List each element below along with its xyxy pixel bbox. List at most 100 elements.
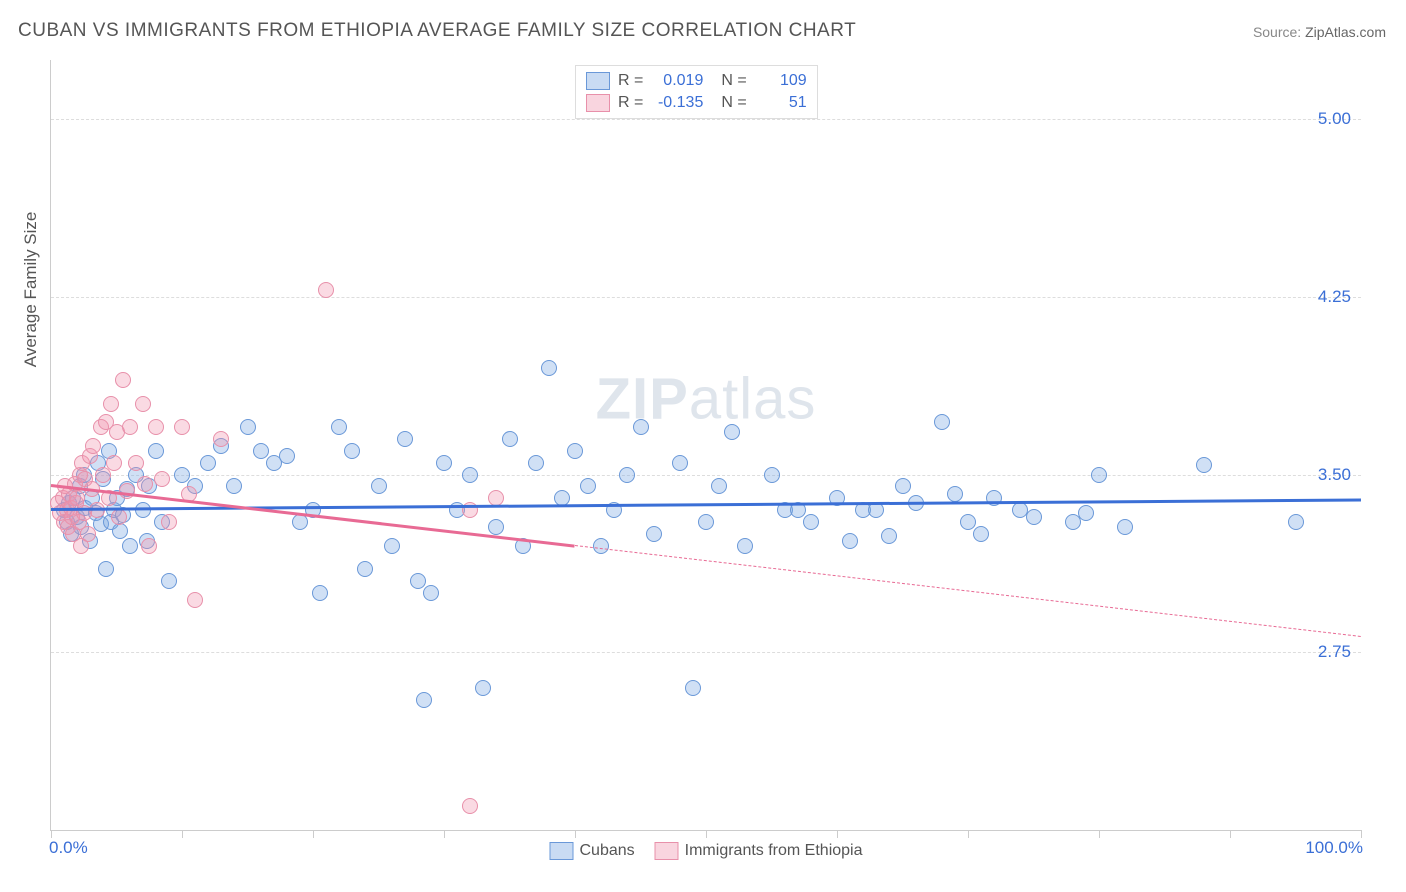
data-point [672,455,688,471]
data-point [174,467,190,483]
data-point [803,514,819,530]
data-point [1288,514,1304,530]
data-point [698,514,714,530]
data-point [410,573,426,589]
data-point [122,538,138,554]
data-point [1196,457,1212,473]
data-point [292,514,308,530]
x-axis-max-label: 100.0% [1305,838,1363,858]
data-point [384,538,400,554]
data-point [331,419,347,435]
legend-swatch [586,72,610,90]
x-axis-min-label: 0.0% [49,838,88,858]
data-point [436,455,452,471]
x-tick [313,830,314,838]
legend-row: R = -0.135 N = 51 [586,92,807,114]
data-point [619,467,635,483]
data-point [947,486,963,502]
data-point [106,455,122,471]
data-point [240,419,256,435]
data-point [593,538,609,554]
data-point [724,424,740,440]
gridline [51,119,1361,120]
data-point [764,467,780,483]
r-value: -0.135 [651,94,703,112]
data-point [371,478,387,494]
series-legend: CubansImmigrants from Ethiopia [550,842,863,860]
y-tick-label: 2.75 [1318,642,1351,662]
x-tick [51,830,52,838]
data-point [148,419,164,435]
data-point [312,585,328,601]
data-point [541,360,557,376]
data-point [148,443,164,459]
data-point [567,443,583,459]
legend-swatch [586,94,610,112]
n-value: 109 [755,72,807,90]
data-point [685,680,701,696]
x-tick [706,830,707,838]
data-point [174,419,190,435]
data-point [633,419,649,435]
data-point [187,592,203,608]
gridline [51,297,1361,298]
trend-line [575,545,1361,637]
plot-area: Average Family Size ZIPatlas R =0.019N =… [50,60,1361,831]
data-point [161,514,177,530]
data-point [1117,519,1133,535]
x-tick [575,830,576,838]
data-point [111,509,127,525]
data-point [357,561,373,577]
gridline [51,652,1361,653]
data-point [462,467,478,483]
legend-swatch [655,842,679,860]
x-tick [968,830,969,838]
correlation-legend: R =0.019N =109R =-0.135N =51 [575,65,818,119]
y-tick-label: 4.25 [1318,287,1351,307]
r-label: R = [618,94,643,112]
data-point [318,282,334,298]
data-point [842,533,858,549]
data-point [528,455,544,471]
data-point [934,414,950,430]
data-point [200,455,216,471]
data-point [80,526,96,542]
data-point [475,680,491,696]
data-point [253,443,269,459]
data-point [973,526,989,542]
x-tick [837,830,838,838]
data-point [344,443,360,459]
x-tick [1230,830,1231,838]
data-point [226,478,242,494]
data-point [213,431,229,447]
data-point [423,585,439,601]
y-axis-title: Average Family Size [21,212,41,368]
n-label: N = [721,72,746,90]
gridline [51,475,1361,476]
data-point [112,523,128,539]
legend-swatch [550,842,574,860]
data-point [161,573,177,589]
source-value: ZipAtlas.com [1305,24,1386,40]
n-value: 51 [755,94,807,112]
data-point [462,798,478,814]
chart-title: CUBAN VS IMMIGRANTS FROM ETHIOPIA AVERAG… [18,20,856,42]
data-point [580,478,596,494]
legend-label: Immigrants from Ethiopia [685,842,863,860]
data-point [881,528,897,544]
data-point [711,478,727,494]
data-point [279,448,295,464]
data-point [502,431,518,447]
data-point [1026,509,1042,525]
data-point [135,502,151,518]
data-point [1078,505,1094,521]
data-point [115,372,131,388]
data-point [1091,467,1107,483]
data-point [895,478,911,494]
data-point [488,519,504,535]
data-point [103,396,119,412]
x-tick [182,830,183,838]
data-point [397,431,413,447]
data-point [85,438,101,454]
n-label: N = [721,94,746,112]
